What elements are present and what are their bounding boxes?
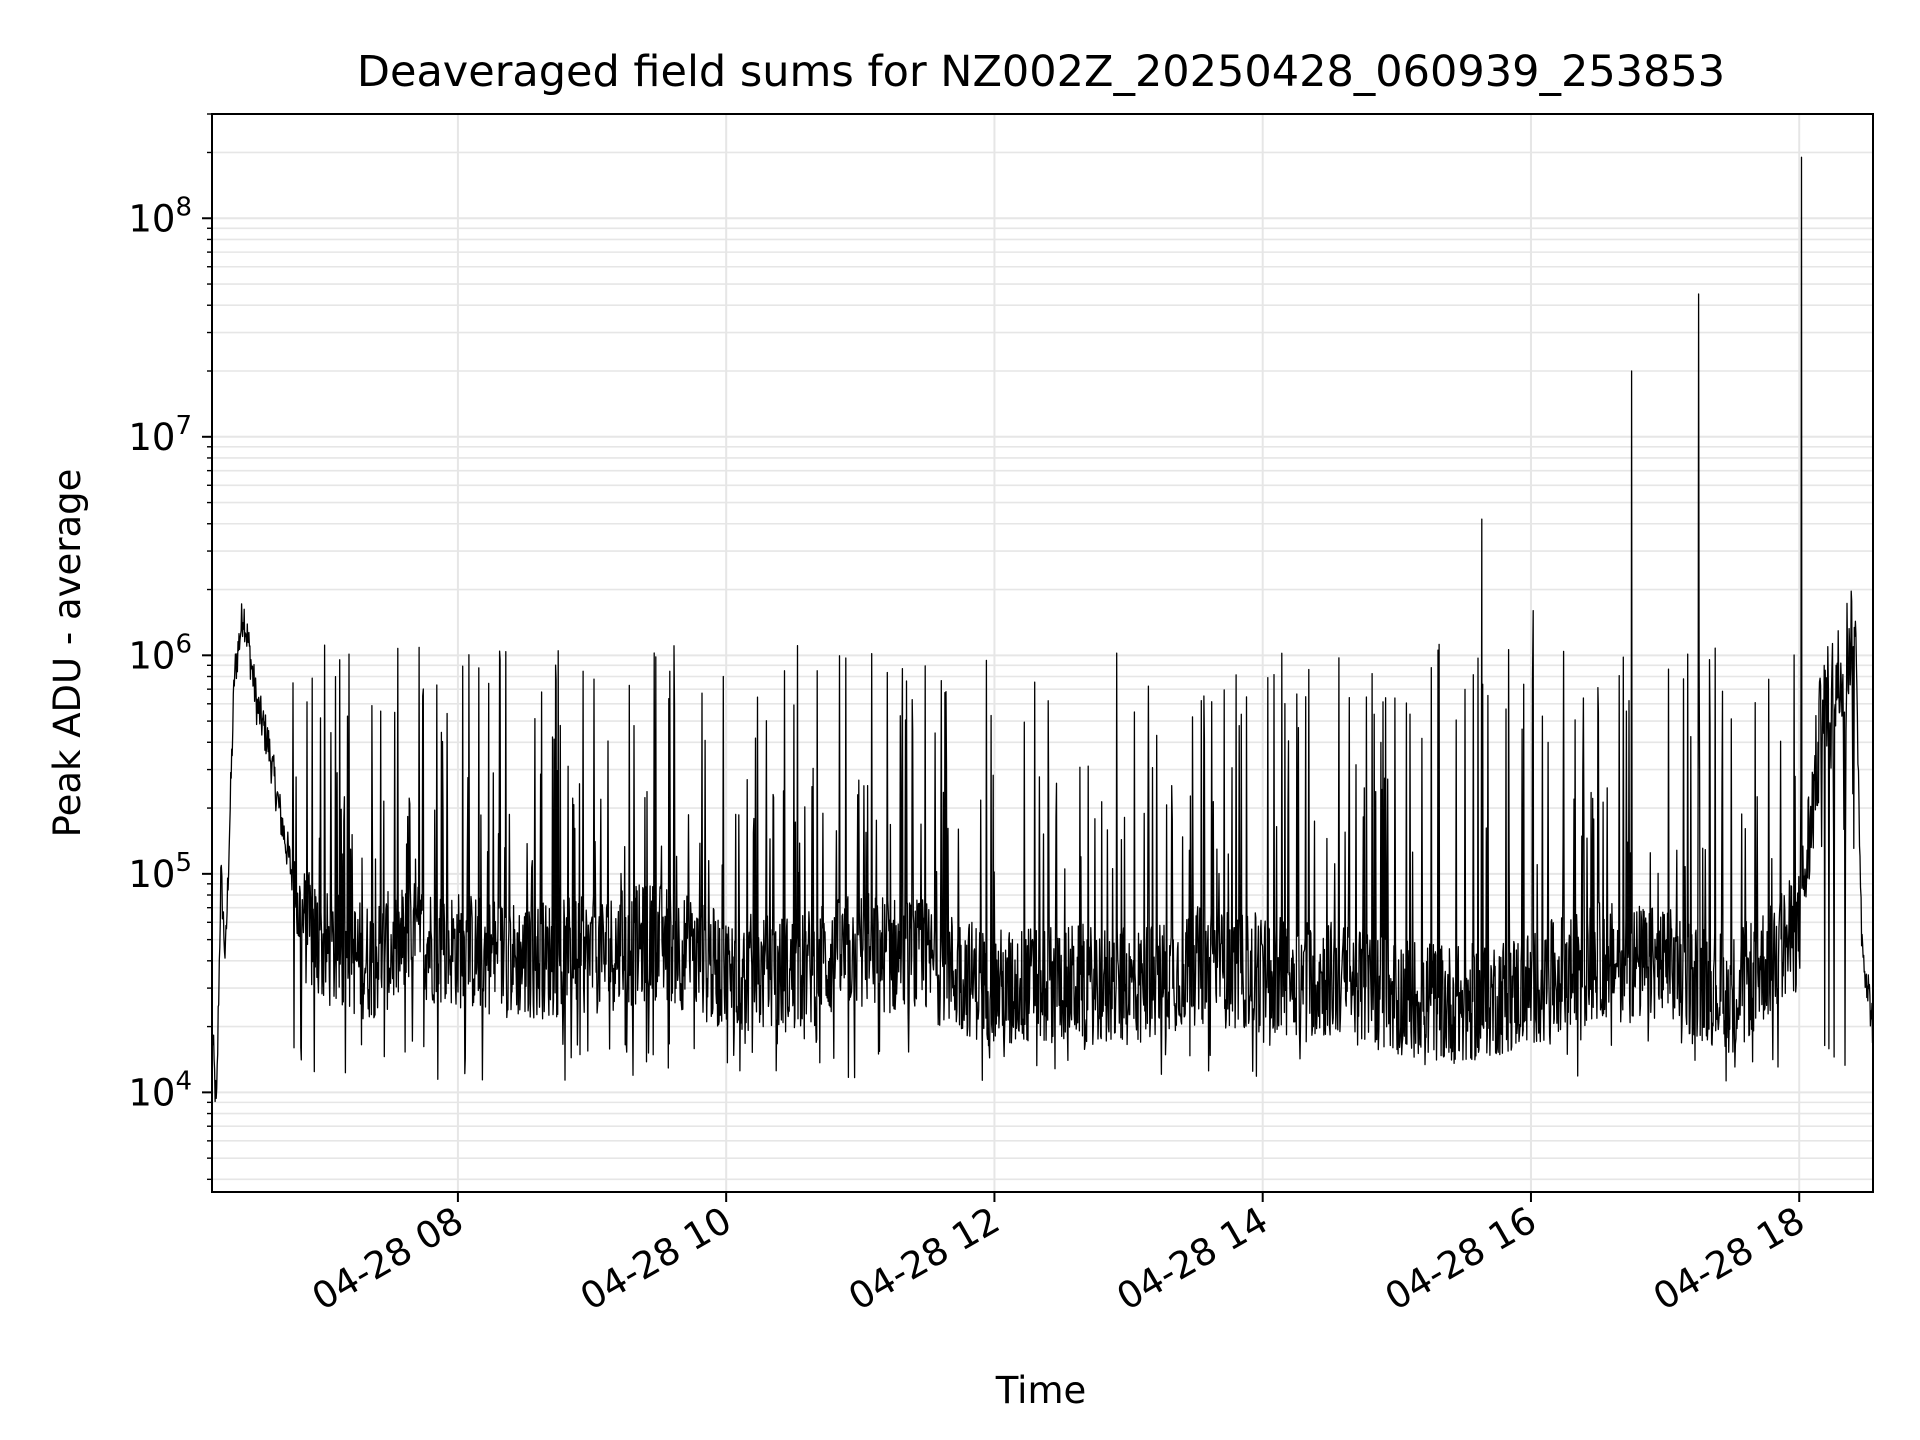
plot-frame	[211, 113, 1874, 1193]
y-axis-ticks: 104 105 106 107 108	[128, 113, 212, 1181]
y-tick-label: 105	[128, 848, 192, 896]
chart-title: Deaveraged field sums for NZ002Z_2025042…	[357, 47, 1725, 97]
y-tick-label: 108	[128, 192, 192, 240]
series-line	[212, 156, 1873, 1103]
x-axis-label: Time	[995, 1369, 1087, 1412]
y-tick-label: 106	[128, 629, 192, 677]
series-group	[212, 156, 1873, 1103]
y-axis-label: Peak ADU - average	[46, 469, 89, 838]
y-tick-label: 107	[128, 411, 192, 459]
y-tick-label: 104	[128, 1066, 192, 1114]
